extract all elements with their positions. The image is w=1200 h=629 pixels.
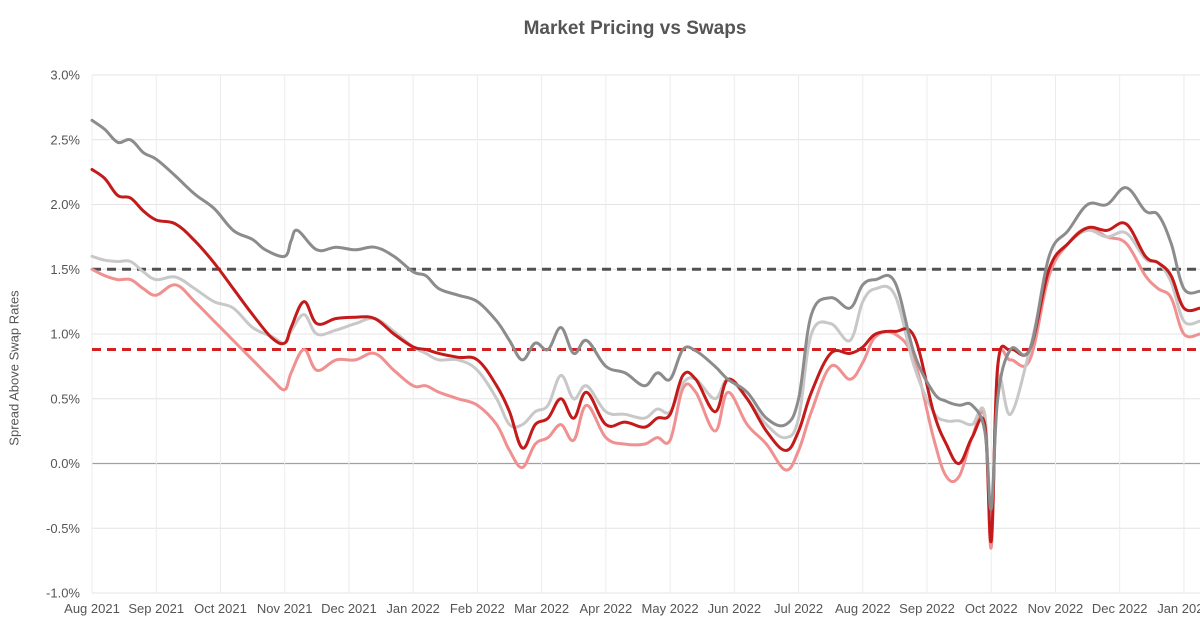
x-tick-label: Oct 2022 [965,601,1018,616]
x-tick-label: Apr 2022 [579,601,632,616]
x-tick-label: Jul 2022 [774,601,823,616]
x-tick-label: Feb 2022 [450,601,505,616]
series-line-pink [90,226,1200,550]
x-tick-label: Jan 2022 [386,601,440,616]
x-tick-label: Aug 2021 [64,601,120,616]
x-tick-label: Oct 2021 [194,601,247,616]
y-axis-label: Spread Above Swap Rates [6,290,22,446]
x-tick-label: Sep 2021 [128,601,184,616]
y-tick-label: -1.0% [46,586,80,601]
x-tick-label: Aug 2022 [835,601,891,616]
y-tick-label: -0.5% [46,521,80,536]
x-tick-label: Dec 2022 [1092,601,1148,616]
x-tick-label: Sep 2022 [899,601,955,616]
y-tick-label: 0.5% [50,391,80,406]
series-line-light-gray [90,228,1200,530]
y-tick-label: 1.5% [50,262,80,277]
x-tick-label: Jun 2022 [708,601,762,616]
x-tick-label: Nov 2021 [257,601,313,616]
chart-title: Market Pricing vs Swaps [523,18,747,39]
y-tick-label: 0.0% [50,456,80,471]
x-tick-label: May 2022 [642,601,699,616]
y-tick-label: 1.0% [50,327,80,342]
series-line-dark-gray [90,118,1200,511]
y-tick-label: 2.0% [50,197,80,212]
y-tick-label: 2.5% [50,132,80,147]
x-tick-label: Dec 2021 [321,601,377,616]
x-tick-label: Nov 2022 [1028,601,1084,616]
x-tick-label: Mar 2022 [514,601,569,616]
series-line-dark-red [90,168,1200,543]
x-tick-label: Jan 2023 [1157,601,1200,616]
y-tick-label: 3.0% [50,68,80,83]
